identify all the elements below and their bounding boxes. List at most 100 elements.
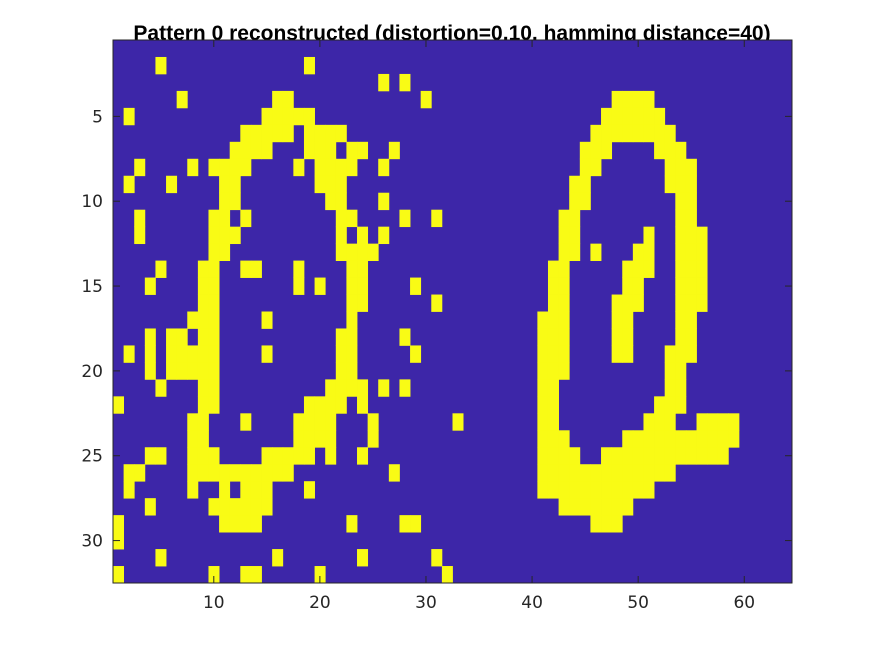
heatmap-cell — [261, 311, 273, 329]
heatmap-cell — [664, 141, 676, 160]
heatmap-cell — [590, 243, 602, 261]
heatmap-cell — [335, 345, 347, 363]
heatmap-cell — [303, 430, 315, 448]
heatmap-cell — [123, 481, 135, 499]
heatmap-cell — [547, 379, 559, 397]
heatmap-cell — [346, 243, 358, 261]
heatmap-cell — [229, 192, 241, 211]
heatmap-cell — [654, 430, 666, 448]
heatmap-cell — [325, 141, 337, 160]
heatmap-cell — [569, 464, 581, 482]
heatmap-cell — [601, 141, 613, 160]
heatmap-cell — [675, 243, 687, 261]
heatmap-cell — [261, 447, 273, 465]
heatmap-cell — [293, 260, 305, 278]
heatmap-cell — [579, 464, 591, 482]
heatmap-cell — [346, 277, 358, 295]
heatmap-cell — [579, 158, 591, 177]
heatmap-cell — [632, 447, 644, 465]
heatmap-cell — [547, 294, 559, 312]
heatmap-cell — [346, 515, 358, 533]
heatmap-cell — [675, 362, 687, 380]
heatmap-cell — [240, 158, 252, 177]
heatmap-cell — [335, 362, 347, 380]
heatmap-cell — [558, 345, 570, 363]
heatmap-cell — [537, 396, 549, 414]
heatmap-cell — [303, 413, 315, 431]
heatmap-cell — [611, 294, 623, 312]
heatmap-cell — [643, 430, 655, 448]
heatmap-cell — [420, 90, 432, 109]
heatmap-cell — [632, 430, 644, 448]
heatmap-cell — [155, 56, 167, 75]
heatmap-cell — [144, 447, 156, 465]
heatmap-cell — [272, 124, 284, 143]
heatmap-cell — [335, 209, 347, 228]
heatmap-cell — [611, 481, 623, 499]
heatmap-cell — [632, 277, 644, 295]
heatmap-cell — [261, 124, 273, 143]
heatmap-cell — [547, 345, 559, 363]
heatmap-cell — [675, 209, 687, 228]
heatmap-cell — [272, 90, 284, 109]
heatmap-cell — [346, 260, 358, 278]
heatmap-cell — [410, 515, 422, 533]
heatmap-cell — [208, 566, 220, 584]
heatmap-cell — [144, 498, 156, 516]
heatmap-cell — [696, 430, 708, 448]
heatmap-cell — [431, 209, 443, 228]
heatmap-cell — [696, 294, 708, 312]
heatmap-cell — [325, 192, 337, 211]
heatmap-cell — [696, 447, 708, 465]
heatmap-cell — [664, 413, 676, 431]
heatmap-cell — [558, 226, 570, 245]
heatmap-cell — [261, 345, 273, 363]
heatmap-cell — [643, 481, 655, 499]
heatmap-cell — [558, 243, 570, 261]
heatmap-cell — [197, 362, 209, 380]
heatmap-cell — [590, 481, 602, 499]
heatmap-cell — [314, 566, 326, 584]
heatmap-cell — [601, 464, 613, 482]
heatmap-cell — [325, 430, 337, 448]
heatmap-cell — [335, 192, 347, 211]
heatmap-cell — [261, 464, 273, 482]
heatmap-cell — [611, 345, 623, 363]
heatmap-cell — [357, 294, 369, 312]
heatmap-cell — [229, 141, 241, 160]
heatmap-cell — [569, 243, 581, 261]
heatmap-cell — [622, 124, 634, 143]
heatmap-cell — [314, 141, 326, 160]
heatmap-cell — [282, 90, 294, 109]
heatmap-cell — [611, 515, 623, 533]
heatmap-cell — [197, 464, 209, 482]
x-tick-label: 20 — [309, 593, 331, 613]
heatmap-cell — [547, 464, 559, 482]
heatmap-cell — [547, 362, 559, 380]
heatmap-cell — [208, 311, 220, 329]
heatmap-cell — [314, 413, 326, 431]
heatmap-cell — [208, 447, 220, 465]
heatmap-cell — [601, 498, 613, 516]
heatmap-cell — [325, 413, 337, 431]
heatmap-cell — [357, 226, 369, 245]
heatmap-cell — [664, 124, 676, 143]
heatmap-cell — [197, 430, 209, 448]
heatmap-cell — [601, 107, 613, 126]
heatmap-cell — [208, 294, 220, 312]
heatmap-cell — [166, 175, 178, 194]
heatmap-cell — [643, 464, 655, 482]
heatmap-cell — [632, 107, 644, 126]
heatmap-cell — [282, 124, 294, 143]
plot-area — [112, 39, 793, 584]
heatmap-cell — [197, 447, 209, 465]
heatmap-cell — [240, 515, 252, 533]
heatmap-cell — [675, 175, 687, 194]
heatmap-cell — [431, 294, 443, 312]
heatmap-cell — [250, 481, 262, 499]
heatmap-cell — [346, 328, 358, 346]
heatmap-cell — [261, 498, 273, 516]
heatmap-cell — [558, 311, 570, 329]
heatmap-cell — [335, 158, 347, 177]
heatmap-cell — [547, 396, 559, 414]
